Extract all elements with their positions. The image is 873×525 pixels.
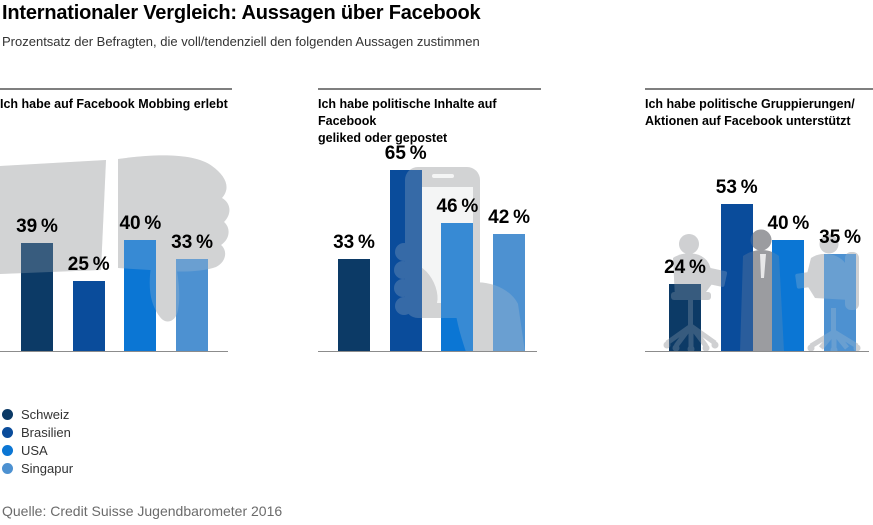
bar-value-label: 35 % (819, 227, 862, 248)
bar-chart-political-groups: 24 % 53 % 40 % 35 % (645, 140, 873, 352)
bar-usa (772, 240, 805, 351)
legend-dot-brasilien (2, 426, 13, 438)
legend-dot-usa (2, 444, 13, 456)
bar-value-label: 53 % (715, 177, 758, 198)
source-note: Quelle: Credit Suisse Jugendbarometer 20… (2, 503, 283, 519)
bar-brasilien (72, 281, 105, 351)
page-subtitle: Prozentsatz der Befragten, die voll/tend… (2, 34, 480, 49)
page-title: Internationaler Vergleich: Aussagen über… (2, 2, 481, 24)
bar-value-label: 40 % (119, 213, 162, 234)
bar-usa (124, 240, 157, 351)
legend-label: USA (21, 442, 48, 458)
bar-usa (441, 223, 474, 351)
bar-singapur (493, 234, 526, 351)
chart-title: Ich habe politische Inhalte auf Facebook… (318, 97, 497, 145)
bar-schweiz (338, 259, 370, 351)
bar-value-label: 39 % (16, 216, 58, 237)
bar-singapur (824, 254, 857, 351)
legend-dot-schweiz (2, 408, 13, 420)
bar-value-label: 65 % (384, 143, 427, 164)
x-axis-line (318, 351, 537, 352)
legend-item-brasilien: Brasilien (2, 423, 73, 441)
header-rule (0, 88, 232, 90)
bar-value-label: 24 % (664, 257, 706, 278)
chart-title: Ich habe politische Gruppierungen/ Aktio… (645, 97, 855, 128)
bar-brasilien (720, 204, 753, 351)
legend-label: Schweiz (21, 406, 70, 422)
x-axis-line (645, 351, 869, 352)
header-rule (318, 88, 541, 90)
header-rule (645, 88, 873, 90)
legend-item-usa: USA (2, 441, 73, 459)
bar-schweiz (669, 284, 701, 351)
bar-chart-mobbing: 39 % 25 % 40 % 33 % (0, 140, 232, 352)
legend-label: Brasilien (21, 424, 71, 440)
legend-item-schweiz: Schweiz (2, 405, 73, 423)
bar-singapur (176, 259, 209, 351)
x-axis-line (0, 351, 228, 352)
bar-value-label: 42 % (488, 207, 531, 228)
legend-dot-singapur (2, 462, 13, 474)
bar-value-label: 46 % (436, 196, 479, 217)
bar-schweiz (21, 243, 53, 351)
legend: Schweiz Brasilien USA Singapur (2, 405, 73, 477)
bar-value-label: 25 % (67, 254, 110, 275)
bar-value-label: 33 % (333, 232, 375, 253)
legend-label: Singapur (21, 460, 74, 476)
bar-brasilien (389, 170, 422, 351)
chart-title: Ich habe auf Facebook Mobbing erlebt (0, 97, 228, 111)
bar-chart-political-content: 33 % 65 % 46 % 42 % (318, 140, 541, 352)
bar-value-label: 40 % (767, 213, 810, 234)
bar-value-label: 33 % (171, 232, 214, 253)
legend-item-singapur: Singapur (2, 459, 73, 477)
